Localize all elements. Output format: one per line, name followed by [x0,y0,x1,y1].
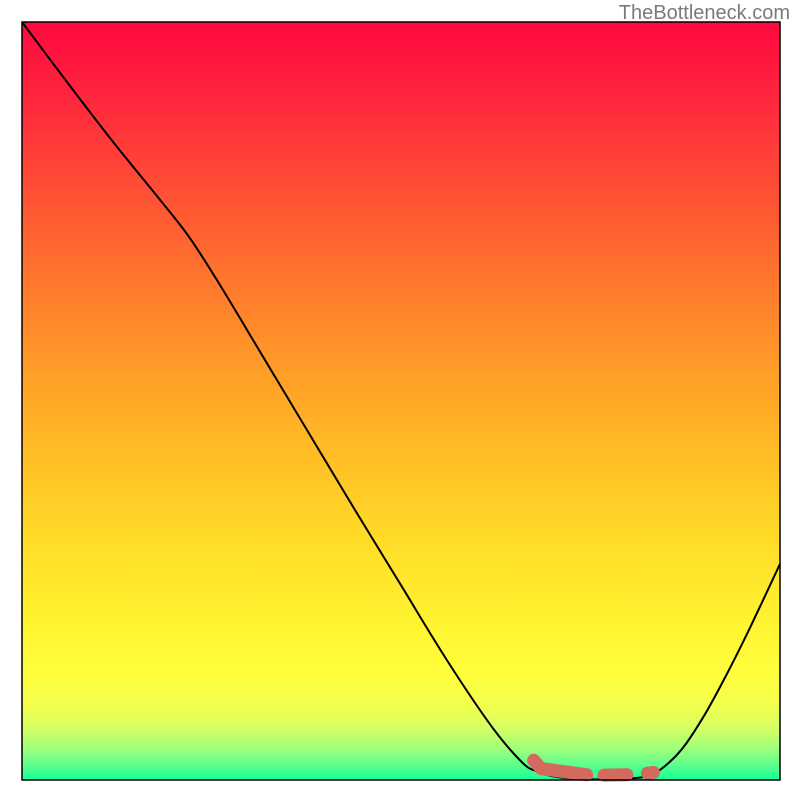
chart-container: TheBottleneck.com [0,0,800,800]
watermark-text: TheBottleneck.com [619,2,790,25]
plot-background [22,22,780,780]
bottleneck-chart-svg [0,0,800,800]
